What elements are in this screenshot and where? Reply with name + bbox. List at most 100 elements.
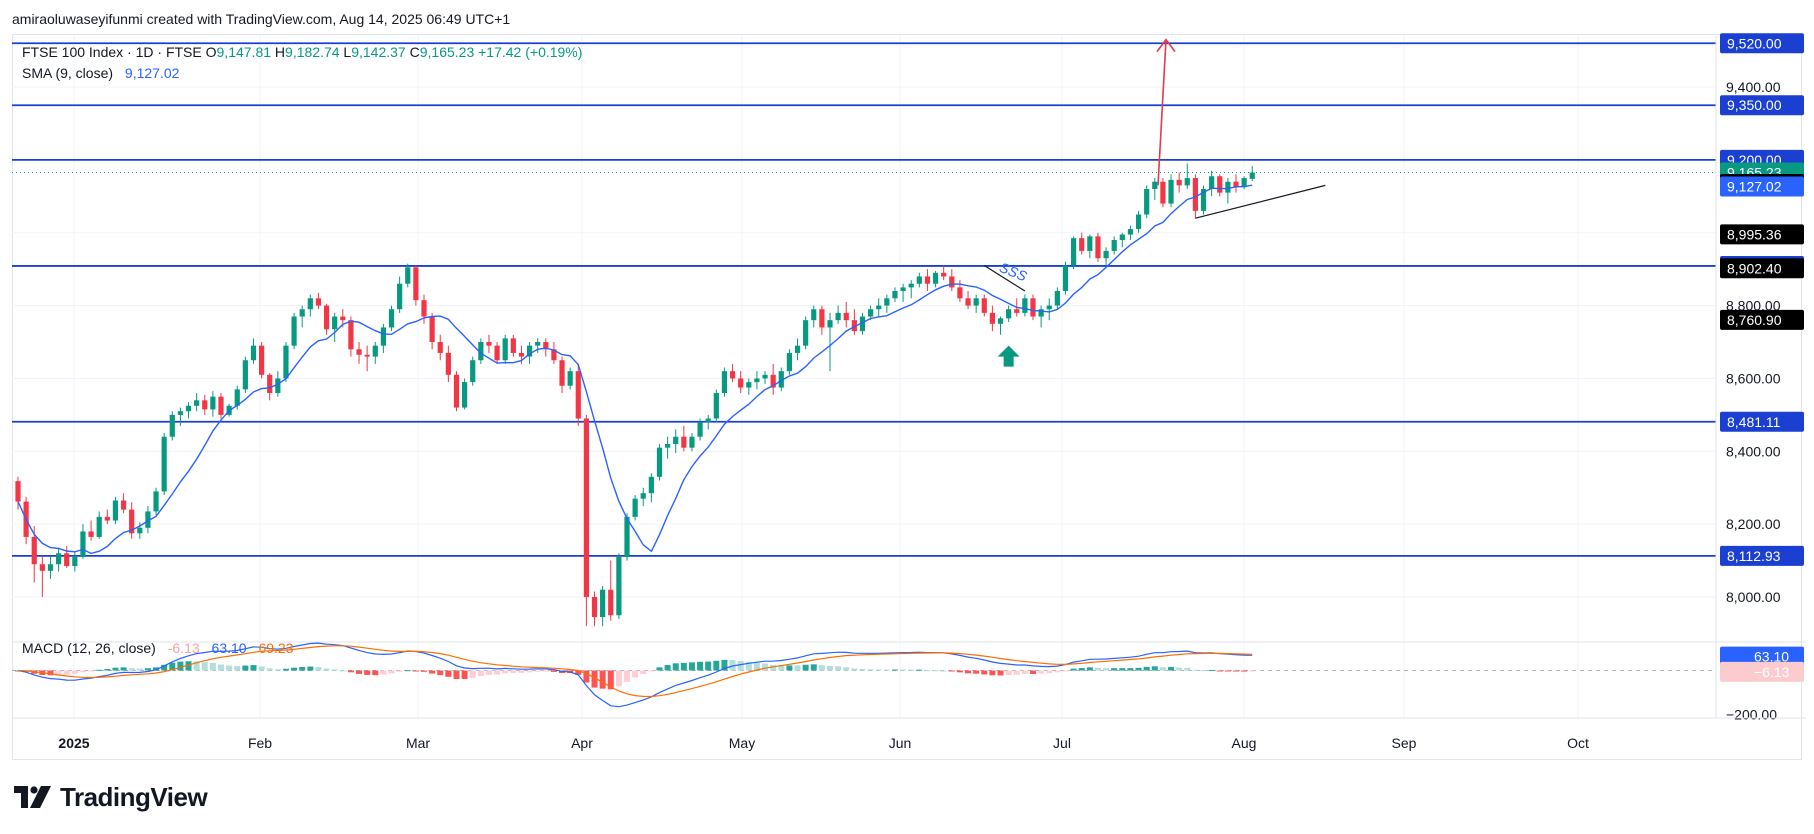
candle-body [1062, 265, 1069, 292]
logo-text: TradingView [60, 781, 208, 812]
candle-body [567, 371, 573, 386]
candle-body [348, 320, 354, 350]
macd-bar [599, 670, 606, 689]
macd-bar [883, 669, 890, 671]
candle-body [819, 309, 825, 328]
x-tick-label: May [729, 735, 755, 751]
macd-bar [372, 670, 379, 676]
candle-body [1176, 179, 1182, 186]
macd-bar [932, 670, 939, 672]
macd-bar [412, 670, 419, 672]
macd-bar [1208, 670, 1215, 672]
candle-body [218, 396, 224, 415]
macd-bar [713, 660, 720, 671]
macd-bar [1249, 670, 1256, 672]
candle-body [340, 316, 346, 321]
sma-label[interactable]: SMA (9, close) [22, 65, 114, 81]
macd-bar [867, 669, 874, 671]
candle-body [1095, 236, 1101, 259]
candle-body [1217, 176, 1223, 193]
candle-body [656, 447, 663, 477]
tradingview-logo-icon [14, 786, 51, 808]
macd-bar [144, 668, 151, 671]
trendline [1195, 184, 1326, 219]
macd-bar [1111, 668, 1118, 671]
candle-body [924, 276, 931, 284]
macd-bar [737, 661, 744, 671]
candle-body [104, 516, 110, 521]
macd-bar [1184, 667, 1191, 671]
candle-body [259, 345, 265, 375]
x-tick-label: Apr [571, 735, 593, 751]
macd-bar [956, 670, 963, 673]
symbol-name[interactable]: FTSE 100 Index · 1D · FTSE [22, 44, 202, 60]
candle-body [1225, 181, 1231, 193]
candle-body [786, 352, 792, 372]
macd-bar [429, 670, 436, 674]
tradingview-logo[interactable]: TradingView [14, 781, 208, 812]
candle-body [137, 527, 143, 534]
macd-bar [291, 667, 298, 671]
candle-body [673, 436, 679, 445]
sma-value: 9,127.02 [124, 65, 180, 81]
candle-body [721, 371, 728, 394]
macd-tag-bg [1720, 661, 1804, 682]
macd-bar [169, 662, 176, 671]
level-tag: 8,481.11 [1727, 414, 1781, 430]
candle-body [1006, 309, 1012, 319]
macd-bar [258, 666, 265, 671]
candle-body [169, 414, 175, 437]
macd-bar [1094, 667, 1101, 671]
macd-bar [802, 664, 809, 671]
candle-body [851, 320, 857, 332]
candle-body [470, 360, 476, 383]
candle-body [1071, 238, 1077, 266]
macd-bar [502, 670, 509, 674]
macd-bar [404, 670, 411, 672]
candle-body [332, 316, 338, 330]
candle-body [194, 400, 200, 406]
chart-canvas[interactable]: SSS 8,000.00 8,200.00 8,400.00 8,600.00 8,800… [0, 0, 1814, 775]
candle-body [323, 305, 330, 330]
macd-bar [177, 661, 184, 671]
macd-bar [632, 670, 639, 678]
y-tick-label: 8,000.00 [1726, 589, 1781, 605]
open-label: O [205, 44, 217, 60]
macd-bar [672, 663, 679, 671]
macd-bar [339, 670, 346, 672]
macd-tag: −6.13 [1754, 664, 1790, 680]
candle-body [859, 316, 866, 332]
candle-body [689, 436, 695, 448]
price-tag: 9,127.02 [1727, 178, 1782, 194]
macd-bar [55, 670, 62, 675]
macd-hist-value: -6.13 [167, 640, 200, 656]
x-tick-label: Aug [1232, 735, 1257, 751]
macd-bar [851, 668, 858, 671]
macd-bar [729, 660, 736, 671]
macd-bar [88, 670, 95, 672]
macd-value: 63.10 [211, 640, 247, 656]
candle-body [1030, 298, 1036, 317]
level-tag-bg [1720, 545, 1804, 566]
macd-bar [266, 668, 273, 671]
candle-body [648, 476, 654, 494]
candle-body [1200, 189, 1207, 211]
price-tag-bg [1720, 258, 1804, 279]
macd-bar [745, 661, 752, 671]
candle-body [120, 500, 127, 510]
macd-label[interactable]: MACD (12, 26, close) [22, 640, 156, 656]
candle-body [56, 553, 62, 565]
price-tag-bg [1720, 224, 1804, 245]
macd-bar [421, 670, 427, 672]
macd-bar [997, 670, 1004, 676]
x-tick-label: Jun [889, 735, 912, 751]
macd-bar [875, 669, 882, 671]
candle-body [1079, 238, 1085, 251]
candle-body [778, 371, 784, 388]
candle-body [608, 589, 614, 616]
candle-body [388, 309, 395, 328]
macd-bar [1062, 670, 1069, 672]
macd-bar [615, 670, 622, 687]
macd-bar [1143, 666, 1150, 671]
macd-bar [1135, 667, 1142, 671]
